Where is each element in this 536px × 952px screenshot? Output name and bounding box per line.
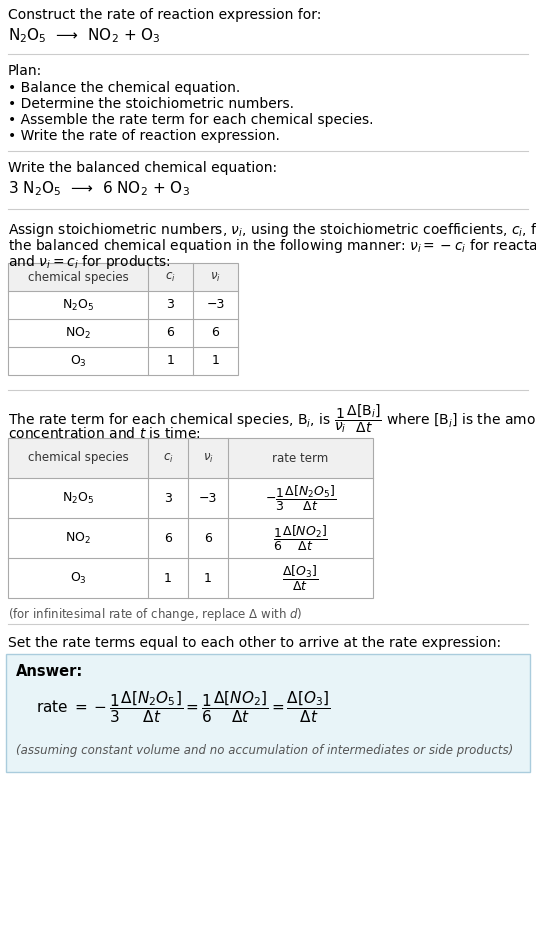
- Text: $c_i$: $c_i$: [165, 270, 176, 284]
- Text: the balanced chemical equation in the following manner: $\nu_i = -c_i$ for react: the balanced chemical equation in the fo…: [8, 237, 536, 255]
- Text: 3: 3: [167, 299, 174, 311]
- Text: 6: 6: [164, 531, 172, 545]
- Text: Plan:: Plan:: [8, 64, 42, 78]
- Text: O$_3$: O$_3$: [70, 353, 86, 368]
- Text: 6: 6: [167, 327, 174, 340]
- Text: • Write the rate of reaction expression.: • Write the rate of reaction expression.: [8, 129, 280, 143]
- Text: • Determine the stoichiometric numbers.: • Determine the stoichiometric numbers.: [8, 97, 294, 111]
- Text: 1: 1: [164, 571, 172, 585]
- Text: Set the rate terms equal to each other to arrive at the rate expression:: Set the rate terms equal to each other t…: [8, 636, 501, 650]
- Text: $\nu_i$: $\nu_i$: [210, 270, 221, 284]
- Text: rate term: rate term: [272, 451, 329, 465]
- Text: 6: 6: [212, 327, 219, 340]
- Text: chemical species: chemical species: [28, 451, 129, 465]
- Text: $\dfrac{1}{6}\dfrac{\Delta[NO_2]}{\Delta t}$: $\dfrac{1}{6}\dfrac{\Delta[NO_2]}{\Delta…: [273, 524, 328, 552]
- Text: chemical species: chemical species: [28, 270, 129, 284]
- Text: NO$_2$: NO$_2$: [65, 326, 91, 341]
- Text: Write the balanced chemical equation:: Write the balanced chemical equation:: [8, 161, 277, 175]
- Text: $c_i$: $c_i$: [162, 451, 173, 465]
- Bar: [8, 263, 238, 375]
- Text: (for infinitesimal rate of change, replace Δ with $d$): (for infinitesimal rate of change, repla…: [8, 606, 302, 623]
- Text: Assign stoichiometric numbers, $\nu_i$, using the stoichiometric coefficients, $: Assign stoichiometric numbers, $\nu_i$, …: [8, 221, 536, 239]
- Text: −3: −3: [199, 491, 217, 505]
- Text: 3 N$_2$O$_5$  ⟶  6 NO$_2$ + O$_3$: 3 N$_2$O$_5$ ⟶ 6 NO$_2$ + O$_3$: [8, 179, 190, 198]
- Text: rate $= -\dfrac{1}{3}\dfrac{\Delta[N_2O_5]}{\Delta t} = \dfrac{1}{6}\dfrac{\Delt: rate $= -\dfrac{1}{3}\dfrac{\Delta[N_2O_…: [36, 689, 331, 724]
- Bar: [8, 438, 373, 478]
- Text: The rate term for each chemical species, B$_i$, is $\dfrac{1}{\nu_i}\dfrac{\Delt: The rate term for each chemical species,…: [8, 402, 536, 435]
- Text: and $\nu_i = c_i$ for products:: and $\nu_i = c_i$ for products:: [8, 253, 171, 271]
- Text: Construct the rate of reaction expression for:: Construct the rate of reaction expressio…: [8, 8, 322, 22]
- Text: 3: 3: [164, 491, 172, 505]
- Text: Answer:: Answer:: [16, 664, 83, 679]
- Text: N$_2$O$_5$: N$_2$O$_5$: [62, 490, 94, 506]
- Text: concentration and $t$ is time:: concentration and $t$ is time:: [8, 426, 200, 441]
- Text: • Assemble the rate term for each chemical species.: • Assemble the rate term for each chemic…: [8, 113, 374, 127]
- Text: $-\dfrac{1}{3}\dfrac{\Delta[N_2O_5]}{\Delta t}$: $-\dfrac{1}{3}\dfrac{\Delta[N_2O_5]}{\De…: [265, 484, 336, 512]
- Text: $\dfrac{\Delta[O_3]}{\Delta t}$: $\dfrac{\Delta[O_3]}{\Delta t}$: [282, 564, 318, 592]
- Text: O$_3$: O$_3$: [70, 570, 86, 585]
- Text: N$_2$O$_5$  ⟶  NO$_2$ + O$_3$: N$_2$O$_5$ ⟶ NO$_2$ + O$_3$: [8, 26, 161, 45]
- Text: 1: 1: [204, 571, 212, 585]
- Text: • Balance the chemical equation.: • Balance the chemical equation.: [8, 81, 240, 95]
- Text: N$_2$O$_5$: N$_2$O$_5$: [62, 297, 94, 312]
- Text: −3: −3: [206, 299, 225, 311]
- Text: $\nu_i$: $\nu_i$: [203, 451, 213, 465]
- Text: 1: 1: [212, 354, 219, 367]
- Text: 6: 6: [204, 531, 212, 545]
- Bar: [8, 263, 238, 291]
- Text: (assuming constant volume and no accumulation of intermediates or side products): (assuming constant volume and no accumul…: [16, 744, 513, 757]
- Bar: [8, 438, 373, 598]
- FancyBboxPatch shape: [6, 654, 530, 772]
- Text: 1: 1: [167, 354, 174, 367]
- Text: NO$_2$: NO$_2$: [65, 530, 91, 545]
